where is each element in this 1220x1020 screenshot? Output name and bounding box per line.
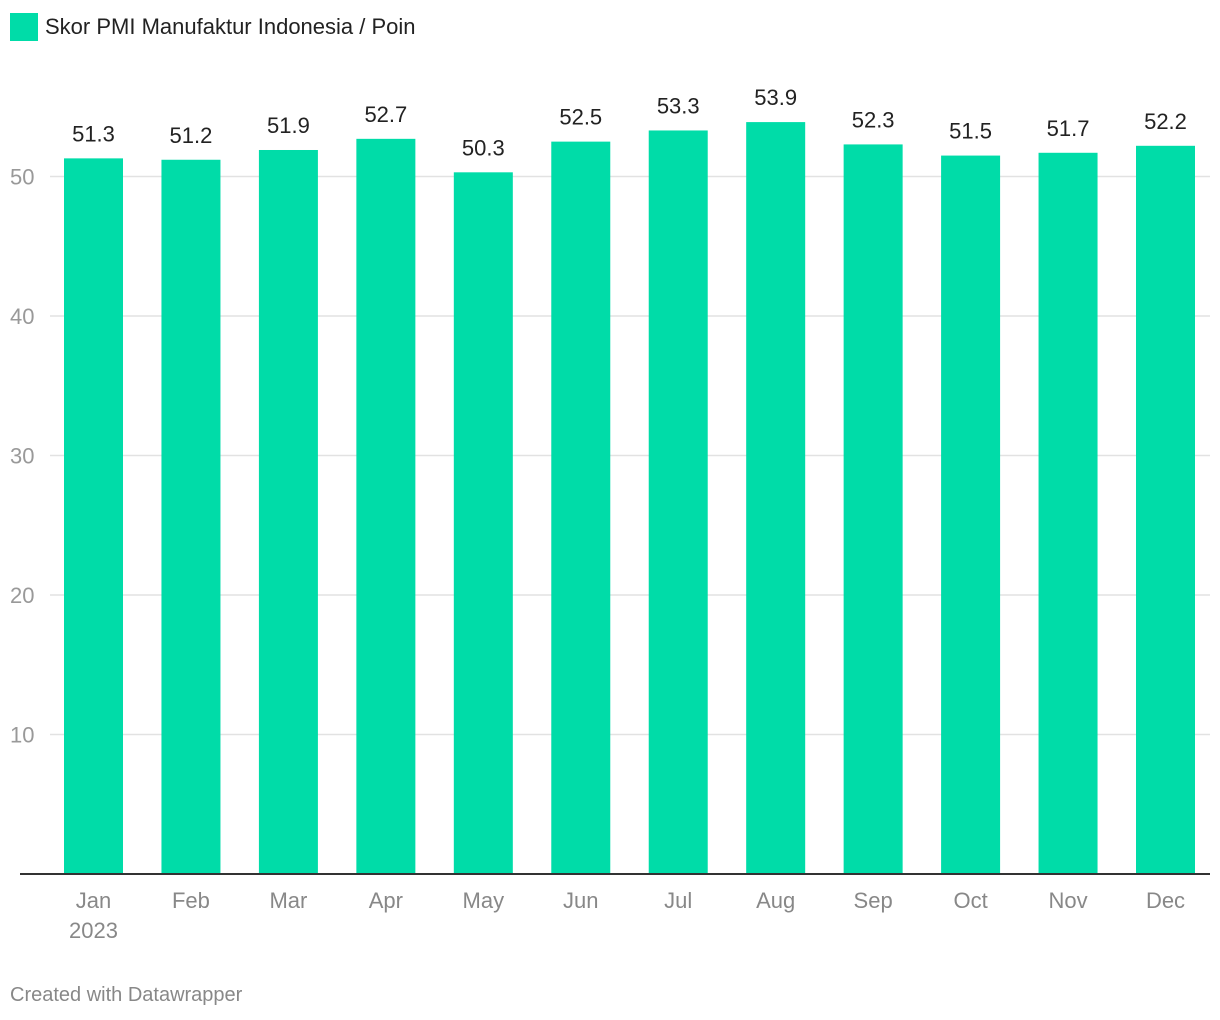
bar-may — [453, 172, 513, 874]
x-tick-label: Sep — [854, 888, 893, 913]
x-tick-sublabel: 2023 — [69, 918, 118, 943]
x-tick-label: May — [463, 888, 505, 913]
data-label: 53.9 — [754, 85, 797, 110]
data-label: 52.7 — [364, 102, 407, 127]
data-label: 51.9 — [267, 113, 310, 138]
data-label: 52.5 — [559, 105, 602, 130]
y-tick-label: 20 — [10, 583, 34, 608]
x-tick-label: Oct — [953, 888, 987, 913]
legend-swatch — [10, 13, 38, 41]
data-label: 51.5 — [949, 119, 992, 144]
x-tick-label: Jul — [664, 888, 692, 913]
footer-credit: Created with Datawrapper — [10, 984, 243, 1006]
x-tick-label: Mar — [269, 888, 307, 913]
data-label: 52.3 — [852, 107, 895, 132]
data-label: 53.3 — [657, 93, 700, 118]
bar-jun — [551, 141, 611, 874]
data-label: 51.3 — [72, 121, 115, 146]
bar-jul — [648, 130, 708, 875]
bar-jan — [64, 158, 123, 875]
y-tick-label: 30 — [10, 444, 34, 469]
x-tick-label: Feb — [172, 888, 210, 913]
y-tick-label: 10 — [10, 723, 34, 748]
bar-mar — [258, 149, 318, 874]
x-tick-label: Aug — [756, 888, 795, 913]
x-tick-label: Nov — [1048, 888, 1087, 913]
bars — [64, 122, 1195, 875]
bar-dec — [1136, 145, 1195, 874]
x-tick-label: Apr — [369, 888, 403, 913]
x-axis-labels: Jan 2023 Feb Mar Apr May Jun Jul Aug Sep Oct Nov Dec — [69, 888, 1185, 943]
legend: Skor PMI Manufaktur Indonesia / Poin — [10, 12, 416, 42]
data-label: 52.2 — [1144, 109, 1187, 134]
x-tick-label: Dec — [1146, 888, 1185, 913]
bar-nov — [1038, 152, 1098, 874]
bar-sep — [843, 144, 903, 875]
data-labels: 51.3 51.2 51.9 52.7 50.3 52.5 53.3 53.9 52.3 51.5… — [72, 85, 1187, 160]
bar-aug — [746, 122, 806, 875]
bar-oct — [941, 155, 1001, 874]
legend-label: Skor PMI Manufaktur Indonesia / Poin — [45, 14, 416, 39]
data-label: 51.7 — [1047, 116, 1090, 141]
x-tick-label: Jan — [76, 888, 111, 913]
gridlines — [50, 175, 1210, 736]
bar-apr — [356, 138, 416, 874]
y-axis-ticks: 10 20 30 40 50 — [10, 165, 34, 748]
data-label: 50.3 — [462, 135, 505, 160]
bar-feb — [161, 159, 221, 874]
y-tick-label: 50 — [10, 165, 34, 190]
data-label: 51.2 — [170, 123, 213, 148]
x-tick-label: Jun — [563, 888, 598, 913]
y-tick-label: 40 — [10, 304, 34, 329]
